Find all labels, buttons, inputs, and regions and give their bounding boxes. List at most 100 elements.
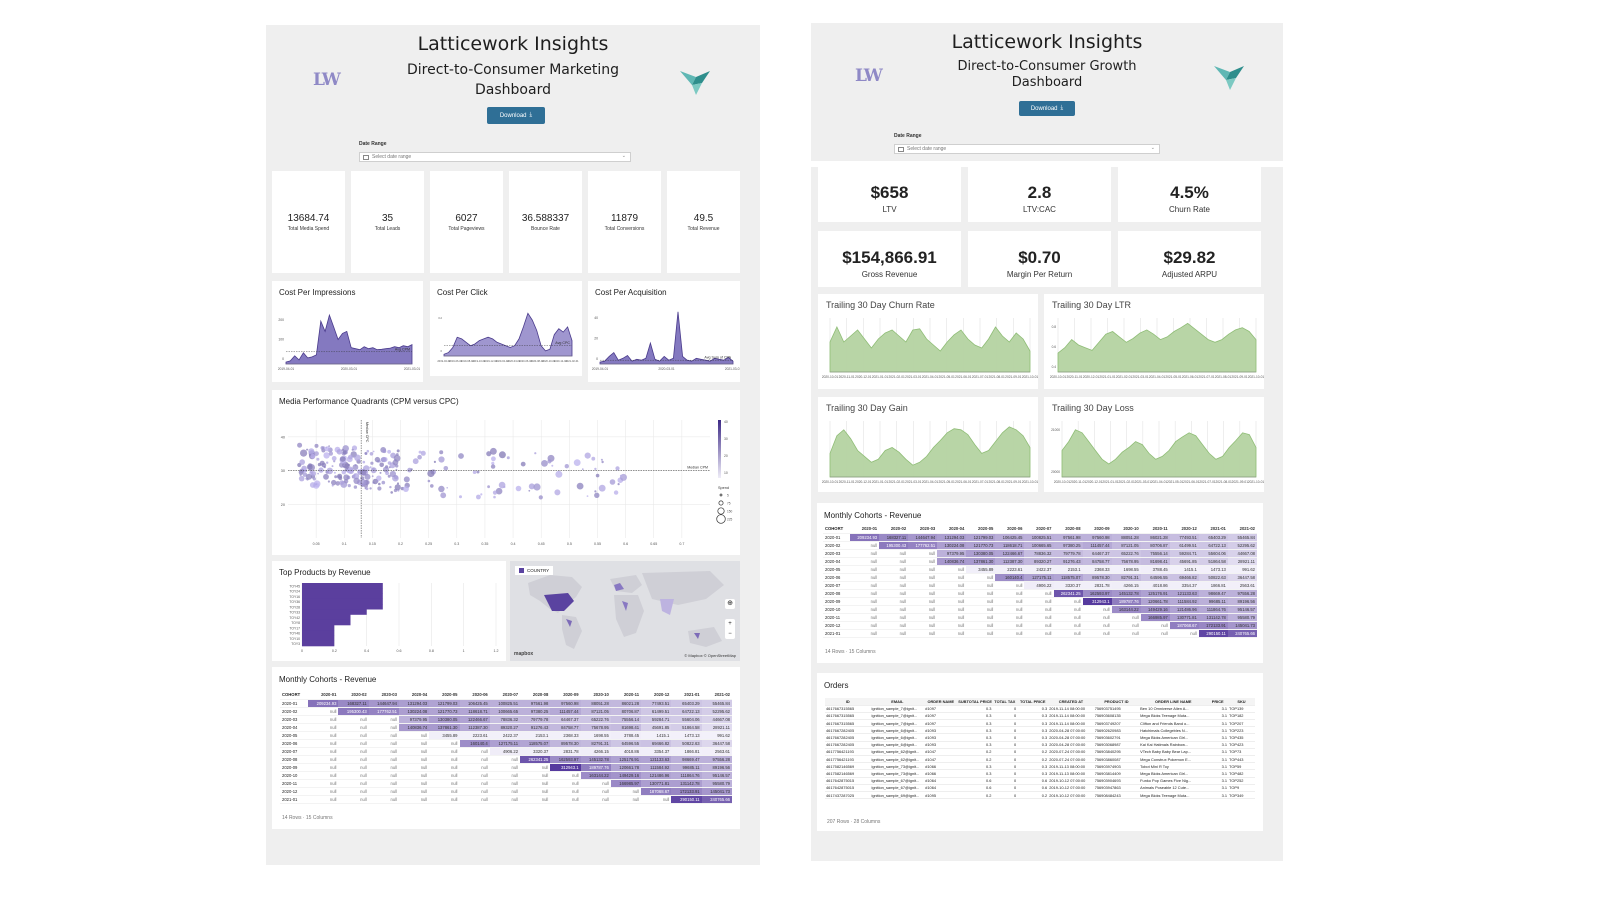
orders-cell: 0.3: [957, 719, 993, 728]
orders-cell: 2019-11-14 08:00:00: [1048, 712, 1094, 721]
orders-column-header[interactable]: PRICE: [1207, 698, 1229, 706]
orders-column-header[interactable]: ORDER LINE NAME: [1139, 698, 1208, 706]
orders-row: 4617642875015 ignition_sample_67@ignit...…: [825, 784, 1255, 792]
download-button[interactable]: Download ⤓: [487, 107, 545, 124]
orders-cell: TOP252: [1228, 777, 1255, 785]
orders-cell: 3.1: [1207, 733, 1229, 742]
orders-column-header[interactable]: SKU: [1228, 698, 1255, 706]
cohort-column-header[interactable]: 2020-09: [1082, 525, 1112, 534]
kpi-card: $154,866.91 Gross Revenue: [818, 231, 961, 287]
cohort-column-header[interactable]: 2020-05: [429, 691, 460, 700]
cohort-cell: null: [429, 739, 460, 748]
country-map[interactable]: COUNTRY ⊕ + − mapbox © Mapbox © OpenStre…: [510, 561, 740, 661]
cohort-column-header[interactable]: 2020-01: [850, 525, 880, 534]
cohort-column-header[interactable]: 2020-06: [995, 525, 1025, 534]
area-series: [1061, 429, 1257, 478]
cohort-column-header[interactable]: COHORT: [823, 525, 851, 534]
cohort-column-header[interactable]: 2020-04: [937, 525, 967, 534]
orders-column-header[interactable]: SUBTOTAL PRICE: [957, 698, 993, 706]
cohort-cell: 64596.55: [1140, 573, 1170, 582]
cohort-column-header[interactable]: 2020-01: [308, 691, 339, 700]
orders-column-header[interactable]: ORDER NAME: [924, 698, 958, 706]
date-range-input[interactable]: Select date range ⌄: [359, 152, 631, 162]
cohort-cell: 1866.81: [1198, 581, 1228, 590]
scatter-point: [327, 480, 330, 483]
x-tick-label: 2020-06-01: [519, 359, 533, 363]
cohort-cell: 144647.94: [908, 533, 938, 542]
zoom-in-icon[interactable]: +: [728, 621, 732, 627]
cohort-column-header[interactable]: 2020-05: [966, 525, 996, 534]
cohort-row: 2020-01 209234.93 168327.11 144647.94 131294…: [823, 533, 1257, 542]
cohort-column-header[interactable]: 2020-12: [641, 691, 672, 700]
cohort-cell: 1473.13: [1198, 565, 1228, 574]
orders-cell: ignition_sample_6@ignit...: [870, 733, 925, 742]
cohort-cell: null: [368, 795, 399, 804]
cohort-column-header[interactable]: 2020-07: [1024, 525, 1054, 534]
cohort-label: 2020-07: [823, 581, 851, 590]
cohort-column-header[interactable]: 2021-01: [1198, 525, 1228, 534]
orders-column-header[interactable]: TOTAL PRICE: [1017, 698, 1049, 706]
cohort-column-header[interactable]: COHORT: [280, 691, 309, 700]
x-tick-label: 2020-08-01: [530, 359, 544, 363]
cohort-column-header[interactable]: 2020-04: [398, 691, 430, 700]
orders-column-header[interactable]: EMAIL: [870, 698, 925, 706]
orders-cell: 4617756421193: [825, 748, 871, 757]
cohort-column-header[interactable]: 2020-11: [1140, 525, 1170, 534]
cohort-column-header[interactable]: 2020-10: [1111, 525, 1141, 534]
cohort-cell: 87121.05: [1111, 541, 1141, 550]
cohort-cell: null: [398, 771, 430, 780]
cohort-column-header[interactable]: 2020-07: [489, 691, 521, 700]
orders-header-row: ID EMAIL ORDER NAME SUBTOTAL PRICE TOTAL TAX…: [825, 698, 1255, 706]
cohort-cell: 130771.81: [1169, 613, 1199, 622]
cohort-column-header[interactable]: 2020-09: [550, 691, 581, 700]
orders-column-header[interactable]: CREATED AT: [1048, 698, 1094, 706]
cohort-column-header[interactable]: 2020-08: [1053, 525, 1083, 534]
scatter-point: [381, 456, 387, 463]
cohort-column-header[interactable]: 2020-11: [610, 691, 642, 700]
cohort-column-header[interactable]: 2020-08: [520, 691, 551, 700]
cohort-column-header[interactable]: 2020-03: [368, 691, 399, 700]
cohort-cell: 1698.55: [580, 731, 611, 740]
cohort-cell: 2563.61: [1227, 581, 1257, 590]
reference-label: Avg Sum of CPA: [704, 356, 731, 360]
cohort-column-header[interactable]: 2020-12: [1169, 525, 1199, 534]
cohort-column-header[interactable]: 2020-10: [580, 691, 611, 700]
scatter-point: [427, 469, 435, 478]
orders-column-header[interactable]: ID: [825, 698, 871, 706]
map-zoom-control[interactable]: + −: [725, 619, 735, 639]
cohort-cell: 77493.51: [641, 699, 672, 708]
zoom-out-icon[interactable]: −: [728, 631, 732, 637]
bar: [302, 625, 335, 631]
cohort-cell: null: [1082, 605, 1112, 614]
orders-column-header[interactable]: TOTAL TAX: [992, 698, 1018, 706]
map-attribution[interactable]: © Mapbox © OpenStreetMap: [684, 653, 736, 658]
cohort-column-header[interactable]: 2020-06: [459, 691, 490, 700]
cohort-cell: 131142.78: [1198, 613, 1228, 622]
dashboard-subtitle: Direct-to-Consumer Marketing: [407, 62, 619, 78]
orders-cell: 3.1: [1207, 762, 1229, 771]
date-range-placeholder: Select date range: [372, 154, 412, 160]
orders-cell: TOP423: [1228, 741, 1255, 749]
size-legend-label: 225: [727, 518, 733, 522]
orders-cell: 756903947863: [1093, 784, 1140, 792]
cohort-column-header[interactable]: 2021-02: [701, 691, 732, 700]
cohort-column-header[interactable]: 2020-03: [908, 525, 938, 534]
cohort-column-header[interactable]: 2021-01: [671, 691, 702, 700]
date-range-input[interactable]: Select date range ⌄: [894, 144, 1160, 154]
x-tick-label: 2019-08-01: [461, 359, 475, 363]
scatter-point: [402, 486, 409, 492]
download-button[interactable]: Download ⤓: [1019, 101, 1075, 116]
cohort-column-header[interactable]: 2021-02: [1227, 525, 1257, 534]
orders-title: Orders: [824, 681, 849, 690]
map-locate-icon[interactable]: ⊕: [725, 599, 735, 609]
x-tick-label: 2021-05-01: [939, 480, 956, 484]
color-legend-label: 20: [724, 454, 728, 458]
cohort-cell: 172133.91: [1198, 621, 1228, 630]
scatter-point: [476, 494, 481, 500]
orders-column-header[interactable]: PRODUCT ID: [1093, 698, 1140, 706]
cohort-cell: 2223.61: [995, 565, 1025, 574]
cohort-column-header[interactable]: 2020-02: [338, 691, 369, 700]
cohort-label: 2020-05: [280, 731, 309, 740]
cohort-column-header[interactable]: 2020-02: [879, 525, 909, 534]
scatter-point: [308, 448, 315, 455]
